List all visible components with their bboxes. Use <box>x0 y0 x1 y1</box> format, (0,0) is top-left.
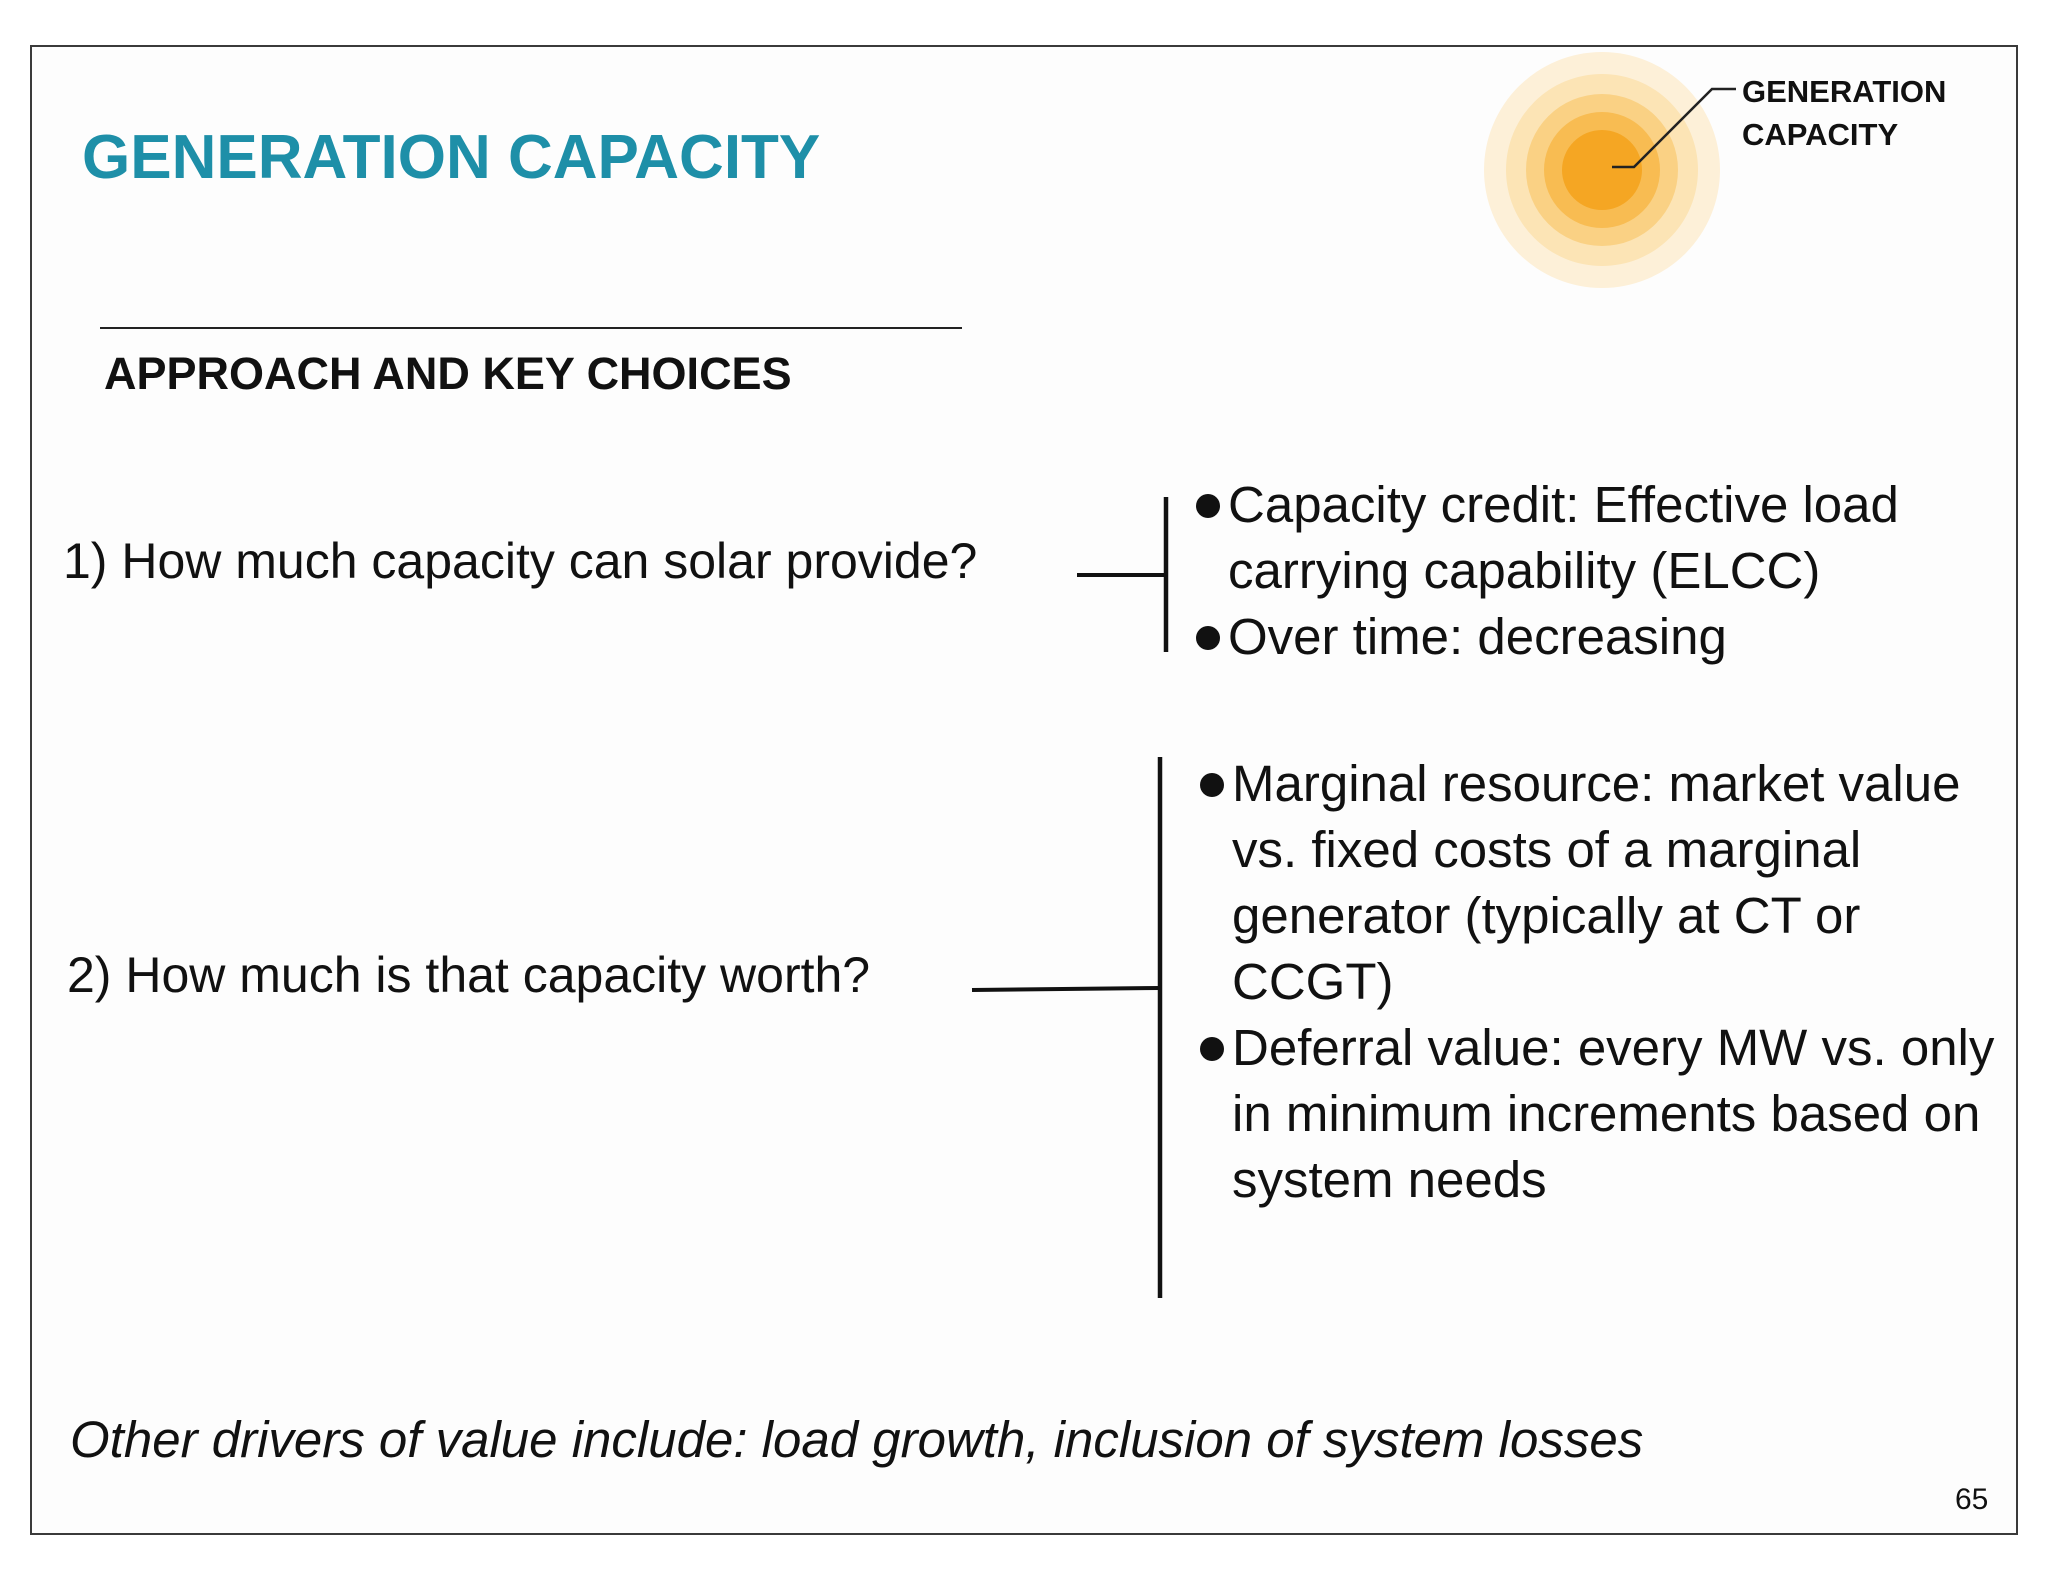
section-heading: APPROACH AND KEY CHOICES <box>104 348 792 399</box>
sun-label-leader-line <box>1612 87 1736 169</box>
bullet-dot-icon <box>1196 626 1220 650</box>
bullet-dot-icon <box>1196 494 1220 518</box>
question-1-bullets: Capacity credit: Effective load carrying… <box>1192 472 2012 670</box>
question-1: 1) How much capacity can solar provide? <box>63 533 978 589</box>
section-divider <box>100 327 962 329</box>
bullet-dot-icon <box>1200 773 1224 797</box>
sun-label-line2: CAPACITY <box>1742 117 1899 152</box>
q2-horizontal-line <box>971 986 1161 992</box>
bullet-item: Capacity credit: Effective load carrying… <box>1192 472 2012 604</box>
sun-label-line1: GENERATION <box>1742 74 1947 109</box>
bullet-text: Capacity credit: Effective load carrying… <box>1228 476 1899 599</box>
sun-icon <box>1484 52 1720 288</box>
slide-frame <box>30 45 2018 1535</box>
bullet-text: Marginal resource: market value vs. fixe… <box>1232 755 1961 1010</box>
bullet-item: Deferral value: every MW vs. only in min… <box>1196 1015 2016 1213</box>
question-2-bullets: Marginal resource: market value vs. fixe… <box>1196 751 2016 1213</box>
question-2: 2) How much is that capacity worth? <box>67 947 871 1003</box>
footnote: Other drivers of value include: load gro… <box>70 1411 1644 1468</box>
bullet-item: Over time: decreasing <box>1192 604 2012 670</box>
sun-core <box>1562 130 1642 210</box>
page-number: 65 <box>1955 1483 1989 1516</box>
bullet-text: Over time: decreasing <box>1228 608 1727 665</box>
bullet-text: Deferral value: every MW vs. only in min… <box>1232 1019 1995 1208</box>
sun-icon-label: GENERATION CAPACITY <box>1742 70 1946 156</box>
slide-title: GENERATION CAPACITY <box>82 123 821 192</box>
bullet-dot-icon <box>1200 1037 1224 1061</box>
bullet-item: Marginal resource: market value vs. fixe… <box>1196 751 2016 1015</box>
